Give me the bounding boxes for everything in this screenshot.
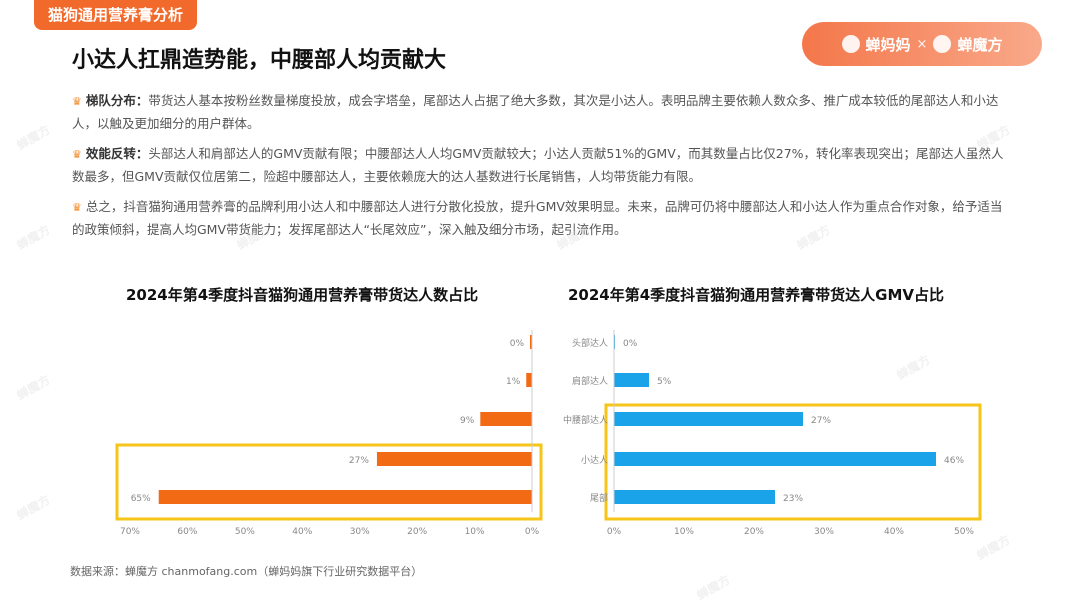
count-bar-0 — [530, 335, 532, 349]
watermark-text: 蝉魔方 — [894, 352, 933, 383]
gmv-category-label-2: 中腰部达人 — [563, 414, 608, 426]
gmv-bar-1 — [614, 373, 649, 387]
count-bar-4 — [158, 490, 532, 504]
count-bar-1 — [526, 373, 532, 387]
chanmama-logo-icon — [841, 35, 860, 53]
watermark-text: 蝉魔方 — [974, 122, 1013, 153]
watermark-text: 蝉魔方 — [234, 222, 273, 253]
gmv-category-label-1: 肩部达人 — [572, 375, 608, 387]
chanmofang-logo-icon — [933, 35, 952, 53]
gmv-bar-2 — [614, 412, 803, 426]
crown-bullet-icon: ♛ — [72, 201, 82, 214]
left-xtick-1: 60% — [177, 527, 197, 537]
gmv-category-label-0: 头部达人 — [572, 337, 608, 349]
brand-separator: × — [916, 36, 928, 52]
gmv-bar-label-1: 5% — [657, 377, 672, 387]
gmv-bar-4 — [614, 490, 775, 504]
right-xtick-1: 10% — [674, 527, 694, 537]
count-bar-3 — [376, 452, 532, 466]
paragraph-2: ♛ 效能反转：头部达人和肩部达人的GMV贡献有限；中腰部达人人均GMV贡献较大；小… — [72, 143, 1012, 188]
count-bar-label-2: 9% — [460, 416, 475, 426]
watermark-text: 蝉魔方 — [794, 222, 833, 253]
gmv-category-label-3: 小达人 — [581, 454, 608, 466]
gmv-bar-label-3: 46% — [944, 456, 964, 466]
right-xtick-4: 40% — [884, 527, 904, 537]
brand-badge: 蝉妈妈 × 蝉魔方 — [802, 22, 1042, 66]
left-xtick-2: 50% — [235, 527, 255, 537]
count-bar-label-3: 27% — [349, 456, 369, 466]
paragraph-3-text: 总之，抖音猫狗通用营养膏的品牌利用小达人和中腰部达人进行分散化投放，提升GMV效… — [72, 199, 1003, 237]
left-xtick-0: 70% — [120, 527, 140, 537]
watermark-text: 蝉魔方 — [14, 492, 53, 523]
count-bar-label-4: 65% — [131, 494, 151, 504]
page-title: 小达人扛鼎造势能，中腰部人均贡献大 — [72, 48, 447, 73]
crown-bullet-icon: ♛ — [72, 148, 82, 161]
left-xtick-7: 0% — [525, 527, 540, 537]
count-bar-label-1: 1% — [506, 377, 521, 387]
left-xtick-4: 30% — [350, 527, 370, 537]
right-xtick-3: 30% — [814, 527, 834, 537]
left-xtick-5: 20% — [407, 527, 427, 537]
crown-bullet-icon: ♛ — [72, 95, 82, 108]
highlight-box-right — [604, 403, 982, 521]
paragraph-2-text: 头部达人和肩部达人的GMV贡献有限；中腰部达人人均GMV贡献较大；小达人贡献51… — [72, 146, 1004, 184]
section-tag: 猫狗通用营养膏分析 — [34, 0, 198, 30]
watermark-text: 蝉魔方 — [694, 572, 733, 603]
watermark-text: 蝉魔方 — [554, 222, 593, 253]
count-bar-2 — [480, 412, 532, 426]
gmv-bar-label-2: 27% — [811, 416, 831, 426]
brand-left-label: 蝉妈妈 — [865, 35, 911, 54]
paragraph-1: ♛ 梯队分布：带货达人基本按粉丝数量梯度投放，成会字塔垒，尾部达人占据了绝大多数，… — [72, 90, 1012, 135]
paragraph-2-label: 效能反转： — [85, 146, 149, 161]
chart-right-title: 2024年第4季度抖音猫狗通用营养膏带货达人GMV占比 — [568, 286, 945, 304]
watermark-text: 蝉魔方 — [14, 372, 53, 403]
brand-right-label: 蝉魔方 — [957, 35, 1003, 54]
paragraph-3: ♛ 总之，抖音猫狗通用营养膏的品牌利用小达人和中腰部达人进行分散化投放，提升GMV… — [72, 196, 1012, 241]
right-xtick-2: 20% — [744, 527, 764, 537]
paragraph-1-text: 带货达人基本按粉丝数量梯度投放，成会字塔垒，尾部达人占据了绝大多数，其次是小达人… — [72, 93, 999, 131]
watermark-text: 蝉魔方 — [14, 122, 53, 153]
right-xtick-0: 0% — [607, 527, 622, 537]
gmv-bar-label-4: 23% — [783, 494, 803, 504]
data-source-note: 数据来源：蝉魔方 chanmofang.com（蝉妈妈旗下行业研究数据平台） — [70, 565, 423, 578]
count-bar-label-0: 0% — [510, 339, 525, 349]
gmv-bar-label-0: 0% — [623, 339, 638, 349]
gmv-category-label-4: 尾部 — [590, 492, 608, 504]
left-xtick-6: 10% — [465, 527, 485, 537]
watermark-text: 蝉魔方 — [974, 532, 1013, 563]
gmv-bar-3 — [614, 452, 936, 466]
paragraph-1-label: 梯队分布： — [85, 93, 149, 108]
left-xtick-3: 40% — [292, 527, 312, 537]
highlight-box-left — [115, 443, 543, 521]
right-xtick-5: 50% — [954, 527, 974, 537]
watermark-text: 蝉魔方 — [14, 222, 53, 253]
chart-left-title: 2024年第4季度抖音猫狗通用营养膏带货达人数占比 — [126, 286, 479, 304]
